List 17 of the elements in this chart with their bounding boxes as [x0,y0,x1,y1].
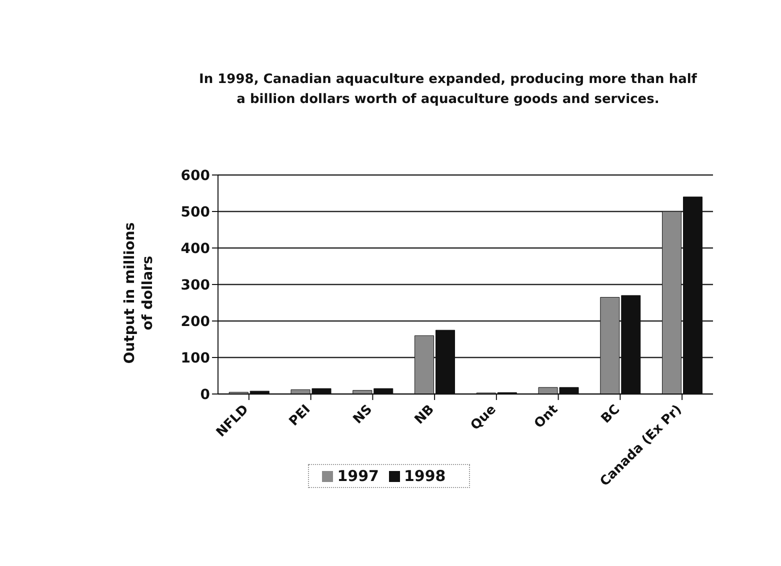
y-tick-label: 100 [180,350,210,366]
x-tick-label: NB [412,402,438,428]
x-tick-label: BC [598,402,624,427]
x-tick-label: Ont [532,402,562,432]
y-tick-label: 200 [180,314,210,330]
y-tick-label: 0 [200,386,210,403]
y-tick-label: 400 [180,240,210,257]
legend-label: 1997 [337,467,379,485]
y-tick-label: 500 [180,204,210,220]
y-tick-label: 300 [180,277,210,294]
x-tick-label: Que [468,402,500,434]
y-axis-title: Output in millions of dollars [122,222,156,364]
legend-label: 1998 [404,467,446,485]
x-tick-label: NS [350,402,376,428]
x-tick-label: PEI [286,402,314,430]
y-tick-label: 600 [180,168,210,184]
chart-title: In 1998, Canadian aquaculture expanded, producing more than half a billion dollars worth of aquaculture goods and services. [199,72,698,107]
